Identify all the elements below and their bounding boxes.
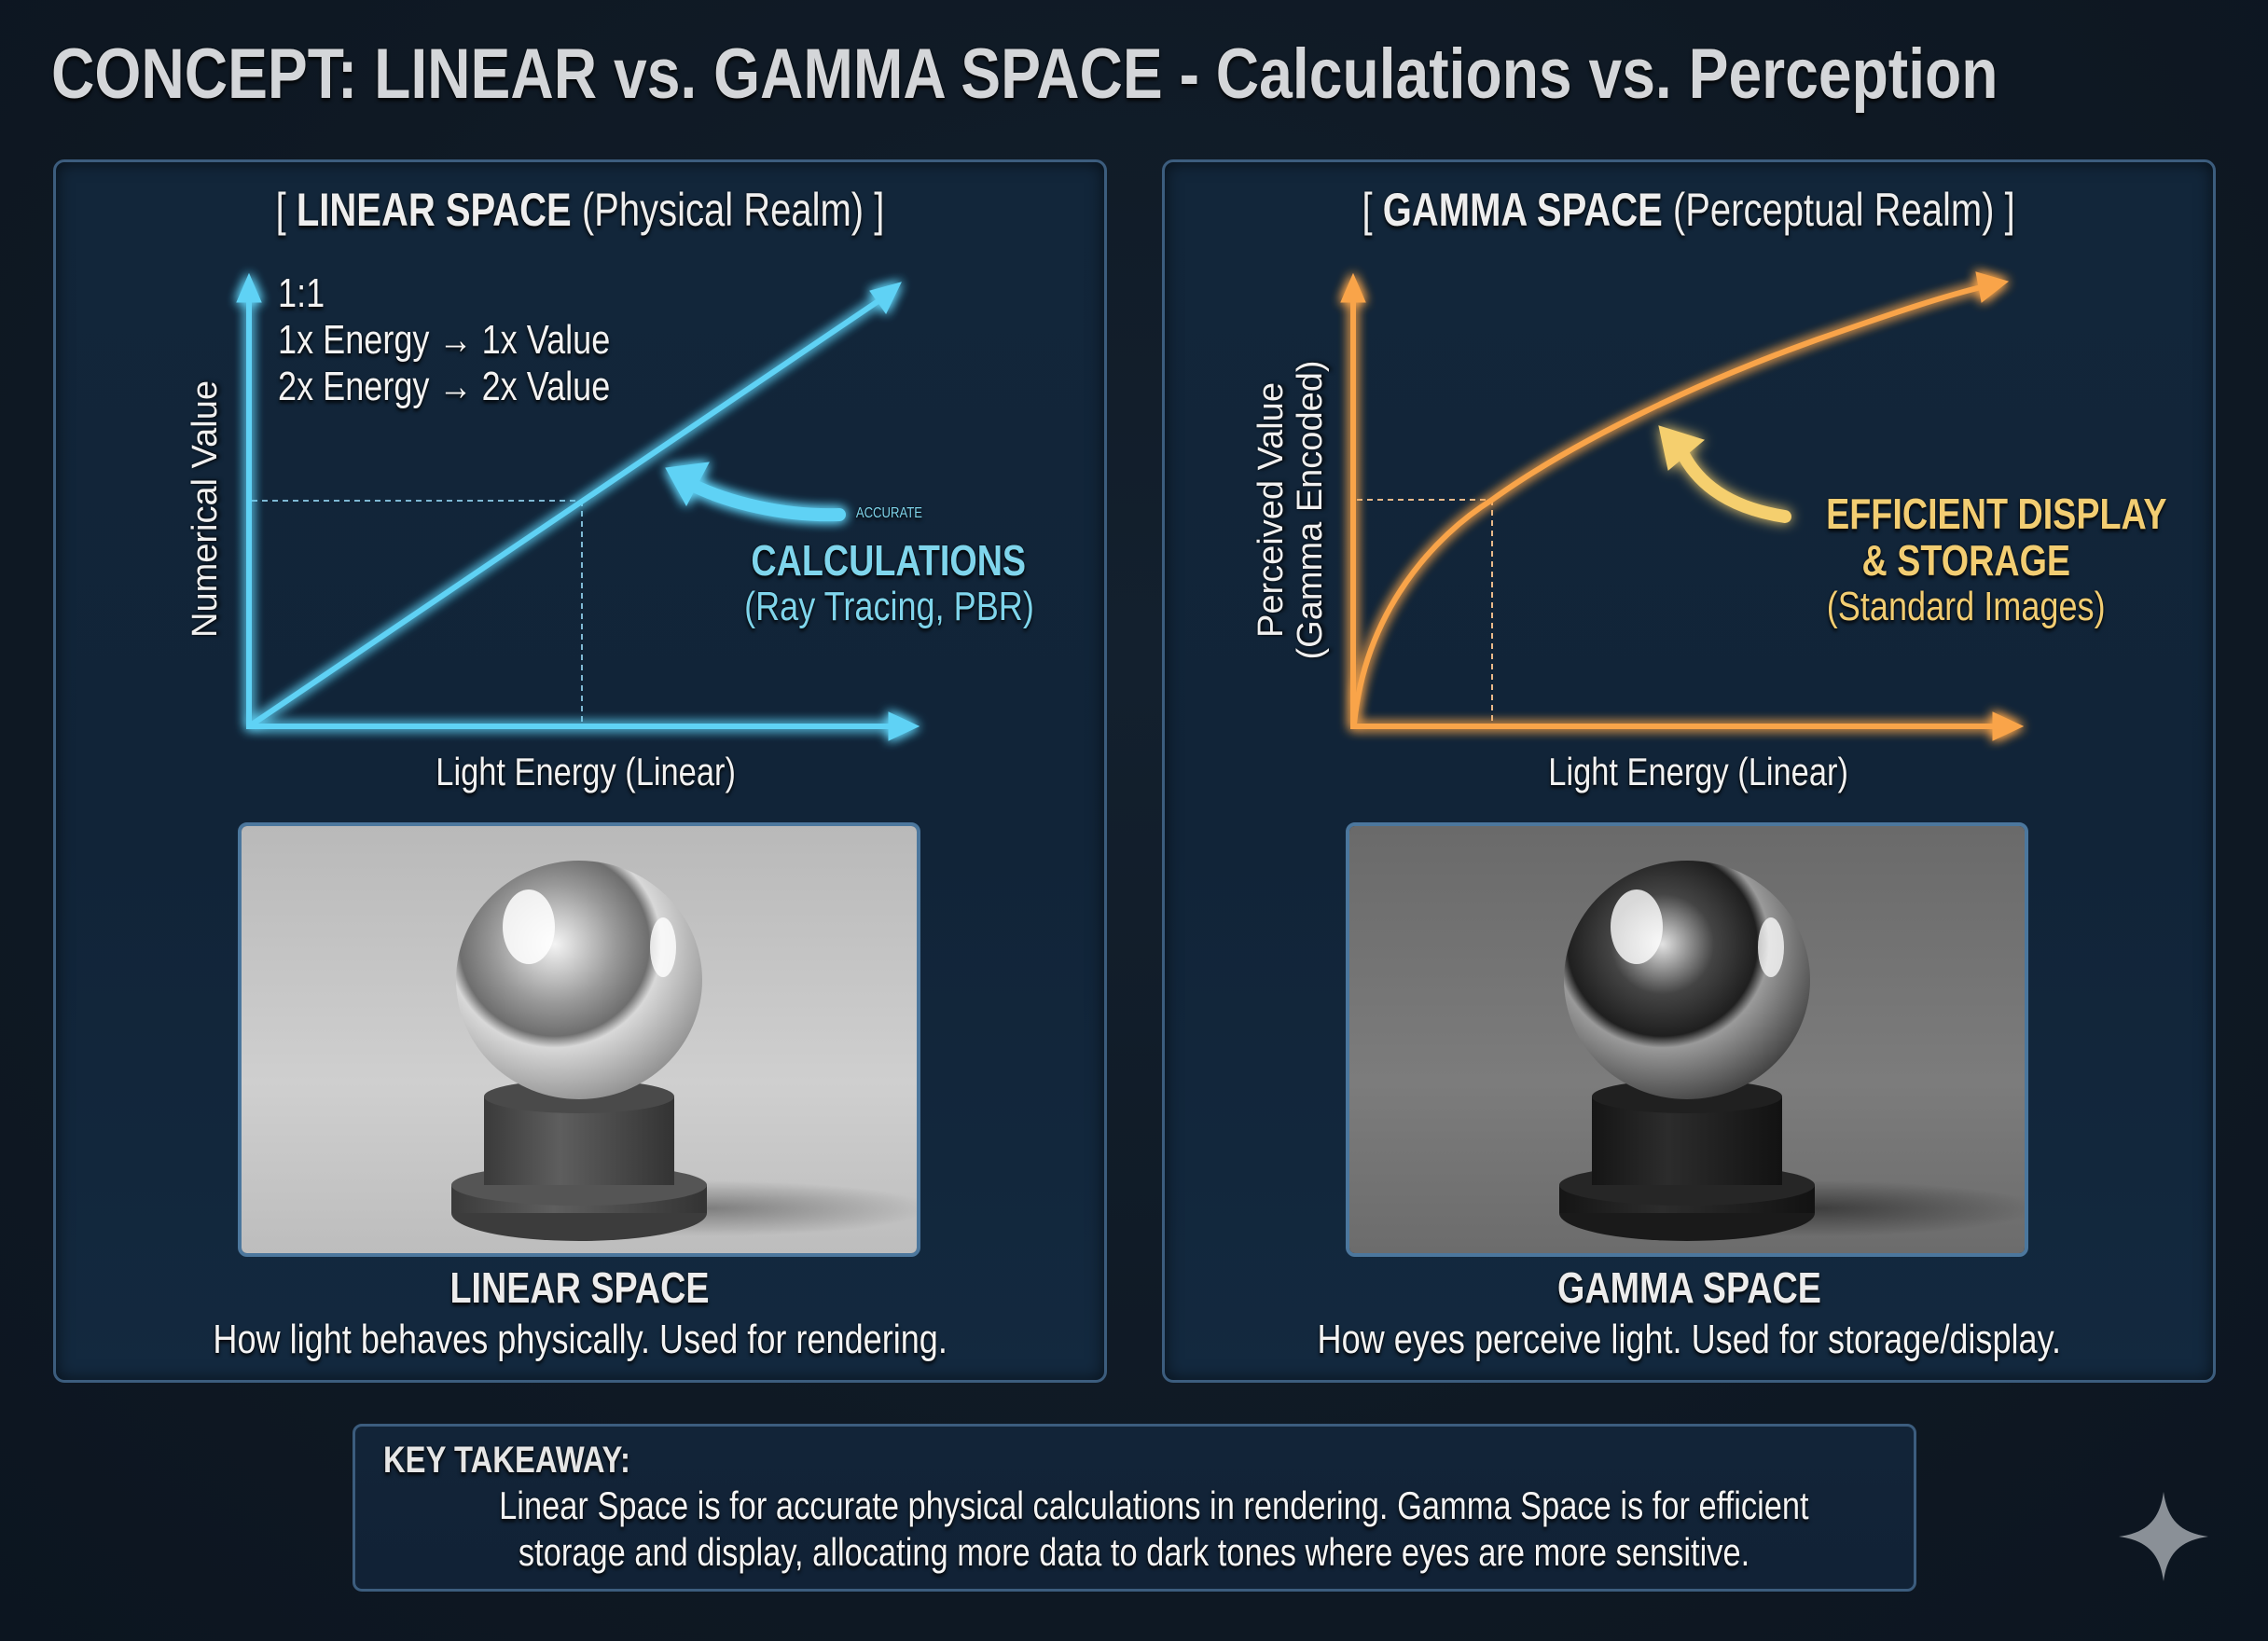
- annotation-line: ACCURATE: [855, 505, 922, 521]
- bracket-open: [: [1362, 184, 1374, 236]
- caption-title: GAMMA SPACE: [1556, 1263, 1821, 1312]
- linear-line: [250, 292, 890, 727]
- gamma-annotation: EFFICIENT DISPLAY & STORAGE (Standard Im…: [1789, 490, 2166, 630]
- gamma-space-panel: [ GAMMA SPACE (Perceptual Realm) ]: [1162, 159, 2216, 1383]
- metal-sphere-dark-icon: [1349, 826, 2025, 1253]
- y-axis-label: Numerical Value: [186, 380, 225, 638]
- annotation-line: EFFICIENT DISPLAY: [1826, 490, 2167, 538]
- x-axis-label: Light Energy (Linear): [436, 750, 736, 793]
- bracket-close: ]: [2004, 184, 2016, 236]
- key-takeaway-body: Linear Space is for accurate physical ca…: [499, 1483, 1809, 1574]
- page-title: CONCEPT: LINEAR vs. GAMMA SPACE - Calcul…: [51, 34, 1998, 114]
- pointer-arrowhead-icon: [665, 462, 710, 507]
- panel-header-title: LINEAR SPACE: [296, 184, 572, 236]
- pointer-arrowhead-icon: [1658, 425, 1706, 471]
- panel-header-title: GAMMA SPACE: [1383, 184, 1664, 236]
- caption-description: How eyes perceive light. Used for storag…: [1317, 1317, 2061, 1362]
- pointer-arrow-icon: [684, 477, 846, 522]
- y-axis-label: Perceived Value (Gamma Encoded): [1252, 360, 1330, 660]
- linear-render-image: [238, 822, 920, 1257]
- bracket-open: [: [275, 184, 286, 236]
- annotation-line: CALCULATIONS: [751, 536, 1027, 585]
- gamma-chart: [1340, 271, 2025, 741]
- gamma-curve: [1351, 283, 1986, 725]
- y-axis-arrowhead-icon: [236, 272, 262, 303]
- key-takeaway-title: KEY TAKEAWAY:: [383, 1440, 630, 1481]
- x-axis-arrowhead-icon: [888, 711, 920, 741]
- gamma-render-image: [1346, 822, 2028, 1257]
- panel-header: [ GAMMA SPACE (Perceptual Realm) ]: [1165, 183, 2213, 237]
- linear-space-panel: [ LINEAR SPACE (Physical Realm) ]: [53, 159, 1107, 1383]
- gamma-curve-arrowhead-icon: [1975, 271, 2010, 303]
- panel-header-subtitle: (Perceptual Realm): [1673, 184, 1995, 236]
- pointer-arrow-icon: [1671, 435, 1791, 523]
- key-takeaway-box: KEY TAKEAWAY: Linear Space is for accura…: [353, 1424, 1916, 1592]
- linear-annotation: ACCURATE CALCULATIONS (Ray Tracing, PBR): [702, 490, 1075, 630]
- ratio-note: 1x Energy → 1x Value: [278, 317, 611, 363]
- caption-description: How light behaves physically. Used for r…: [213, 1317, 947, 1362]
- ratio-notes: 1:1 1x Energy → 1x Value 2x Energy → 2x …: [278, 270, 684, 410]
- x-axis-arrowhead-icon: [1992, 711, 2025, 741]
- caption-title: LINEAR SPACE: [449, 1263, 711, 1312]
- ratio-note: 1:1: [278, 270, 325, 316]
- annotation-line: (Ray Tracing, PBR): [743, 584, 1034, 629]
- panel-header: [ LINEAR SPACE (Physical Realm) ]: [56, 183, 1104, 237]
- annotation-line: & STORAGE: [1861, 536, 2070, 585]
- ratio-note: 2x Energy → 2x Value: [278, 364, 611, 409]
- linear-line-arrowhead-icon: [869, 282, 902, 314]
- bracket-close: ]: [874, 184, 885, 236]
- panel-header-subtitle: (Physical Realm): [581, 184, 864, 236]
- annotation-line: (Standard Images): [1826, 584, 2106, 629]
- metal-sphere-bright-icon: [242, 826, 917, 1253]
- linear-chart: [236, 272, 920, 741]
- x-axis-label: Light Energy (Linear): [1548, 750, 1848, 793]
- y-axis-arrowhead-icon: [1340, 272, 1366, 303]
- sparkle-icon: [2119, 1492, 2208, 1581]
